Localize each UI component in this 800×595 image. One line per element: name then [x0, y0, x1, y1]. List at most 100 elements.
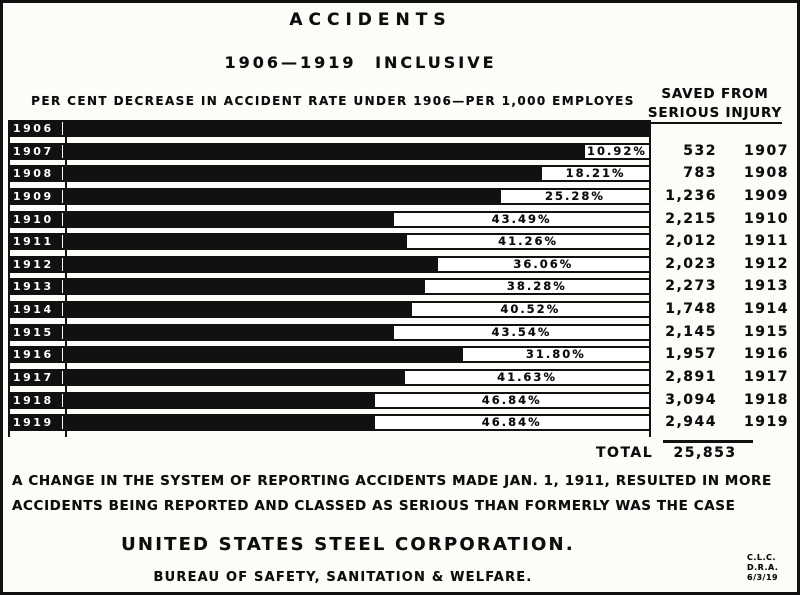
saved-year: 1916: [744, 346, 789, 363]
bar-track: 1919 46.84%: [8, 414, 651, 432]
bar-row: 1909 25.28%: [8, 187, 651, 211]
saved-row: 532 1907: [641, 143, 789, 166]
bar-fill: [63, 144, 585, 158]
bar-fill: [63, 122, 649, 135]
saved-year: 1919: [744, 414, 789, 431]
saved-year: 1912: [744, 255, 789, 272]
bar-row: 1906: [8, 120, 651, 143]
footnote-line1: A CHANGE IN THE SYSTEM OF REPORTING ACCI…: [12, 473, 772, 489]
organization-name: UNITED STATES STEEL CORPORATION.: [121, 534, 575, 555]
bar-fill: [63, 189, 501, 203]
saved-year: 1907: [744, 142, 789, 159]
footnote: A CHANGE IN THE SYSTEM OF REPORTING ACCI…: [12, 469, 772, 519]
saved-year: 1913: [744, 278, 789, 295]
saved-year: [733, 120, 789, 143]
saved-count: [641, 120, 733, 143]
bar-year-label: 1918: [10, 393, 63, 407]
bar-track: 1909 25.28%: [8, 187, 651, 205]
bar-row: 1910 43.49%: [8, 210, 651, 234]
bar-fill: [63, 280, 425, 294]
bar-track: 1911 41.26%: [8, 233, 651, 251]
page-title: ACCIDENTS: [289, 10, 452, 30]
saved-year: 1918: [744, 391, 789, 408]
saved-count: 1,748: [665, 301, 717, 318]
bar-percent-label: 46.84%: [481, 415, 542, 430]
saved-year: 1909: [744, 187, 789, 204]
saved-header-line1: SAVED FROM: [661, 86, 769, 102]
bar-percent-label: 31.80%: [525, 347, 586, 362]
bar-fill: [63, 416, 375, 430]
bar-track: 1914 40.52%: [8, 301, 651, 319]
axis-caption: PER CENT DECREASE IN ACCIDENT RATE UNDER…: [31, 94, 635, 108]
saved-count: 783: [683, 165, 717, 182]
saved-header-line2: SERIOUS INJURY: [647, 105, 783, 124]
bar-track: 1916 31.80%: [8, 346, 651, 364]
bar-year-label: 1910: [10, 212, 63, 226]
bar-chart: 1906 1907 10.92% 1908 18.21% 1909: [8, 120, 651, 437]
saved-row: [641, 120, 789, 143]
bar-year-label: 1919: [10, 416, 63, 430]
saved-count: 2,891: [665, 369, 717, 386]
bar-percent-label: 40.52%: [500, 302, 561, 317]
saved-row: 2,145 1915: [641, 324, 789, 347]
saved-count: 2,273: [665, 278, 717, 295]
bar-year-label: 1908: [10, 167, 63, 181]
bar-row: 1916 31.80%: [8, 346, 651, 369]
saved-row: 2,273 1913: [641, 278, 789, 301]
bar-row: 1912 36.06%: [8, 255, 651, 279]
credit-initials-2: D.R.A.: [747, 563, 779, 572]
bar-track: 1908 18.21%: [8, 165, 651, 183]
saved-rows: 532 1907 783 1908 1,236 1909 2,215 1910 …: [641, 120, 789, 437]
saved-year: 1911: [744, 233, 789, 250]
saved-row: 783 1908: [641, 165, 789, 188]
bar-year-label: 1909: [10, 189, 63, 203]
bar-fill: [63, 212, 395, 226]
bar-fill: [63, 257, 438, 271]
saved-row: 1,748 1914: [641, 301, 789, 324]
saved-year: 1910: [744, 210, 789, 227]
bar-year-label: 1917: [10, 371, 63, 385]
saved-year: 1908: [744, 165, 789, 182]
saved-row: 2,012 1911: [641, 233, 789, 256]
credit-initials-1: C.L.C.: [747, 553, 776, 562]
bar-track: 1910 43.49%: [8, 210, 651, 228]
bar-track: 1917 41.63%: [8, 369, 651, 387]
bureau-name: BUREAU OF SAFETY, SANITATION & WELFARE.: [153, 570, 533, 585]
saved-row: 2,891 1917: [641, 369, 789, 392]
saved-row: 2,023 1912: [641, 256, 789, 279]
saved-row: 1,236 1909: [641, 188, 789, 211]
bar-track: 1912 36.06%: [8, 255, 651, 273]
bar-fill: [63, 348, 463, 362]
saved-column: 532 1907 783 1908 1,236 1909 2,215 1910 …: [641, 120, 789, 437]
bar-year-label: 1913: [10, 280, 63, 294]
bar-fill: [63, 393, 375, 407]
bar-percent-label: 25.28%: [544, 188, 605, 203]
bar-row: 1915 43.54%: [8, 323, 651, 347]
total-row: TOTAL 25,853: [596, 445, 737, 461]
saved-count: 1,957: [665, 346, 717, 363]
bar-track: 1906: [8, 120, 651, 137]
bar-year-label: 1916: [10, 348, 63, 362]
bar-row: 1917 41.63%: [8, 369, 651, 392]
bar-year-label: 1911: [10, 235, 63, 249]
saved-row: 2,215 1910: [641, 211, 789, 234]
bar-track: 1913 38.28%: [8, 278, 651, 296]
bar-percent-label: 41.63%: [497, 370, 557, 385]
bar-year-label: 1906: [10, 122, 63, 135]
credit-date: 6/3/19: [747, 573, 779, 582]
saved-count: 3,094: [665, 391, 717, 408]
bar-fill: [63, 167, 543, 181]
saved-count: 2,145: [665, 323, 717, 340]
drafter-credits: C.L.C. D.R.A. 6/3/19: [747, 553, 778, 583]
saved-row: 1,957 1916: [641, 346, 789, 369]
bar-percent-label: 18.21%: [565, 166, 626, 181]
bar-row: 1913 38.28%: [8, 278, 651, 301]
bar-fill: [63, 235, 408, 249]
chart-subtitle: 1906—1919 INCLUSIVE: [224, 53, 497, 72]
saved-year: 1917: [744, 369, 789, 386]
bar-track: 1907 10.92%: [8, 142, 651, 160]
bar-year-label: 1915: [10, 325, 63, 339]
bar-row: 1918 46.84%: [8, 391, 651, 415]
bar-percent-label: 10.92%: [587, 143, 647, 158]
